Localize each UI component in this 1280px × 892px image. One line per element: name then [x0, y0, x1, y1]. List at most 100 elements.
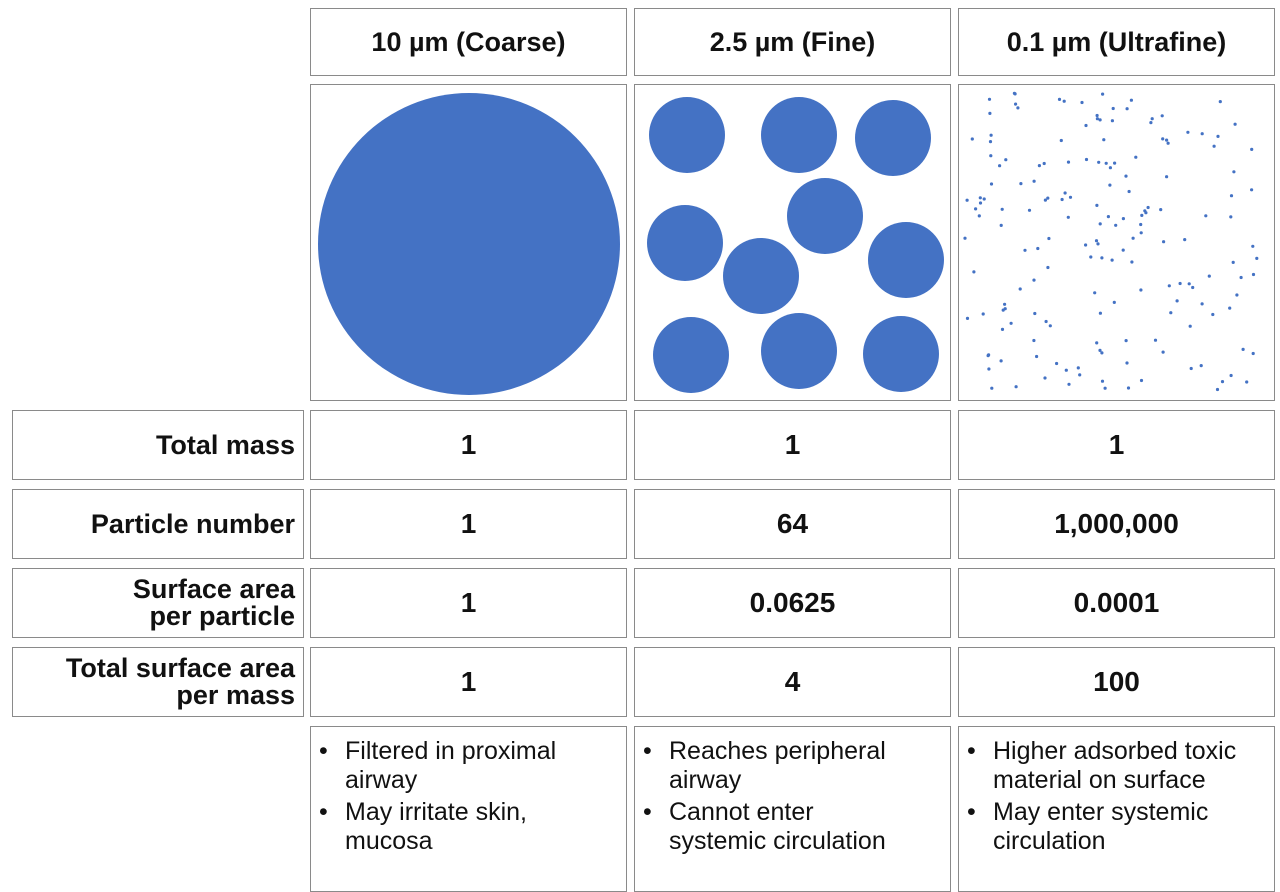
ultrafine-particle	[1188, 324, 1192, 328]
ultrafine-particle	[1220, 380, 1225, 384]
ultrafine-particle	[1187, 282, 1191, 286]
ultrafine-particle	[1106, 215, 1110, 219]
ultrafine-particle	[1055, 361, 1059, 366]
ultrafine-particle	[989, 133, 993, 137]
ultrafine-particle	[1161, 350, 1165, 354]
ultrafine-particle	[1113, 161, 1117, 165]
ultrafine-particle	[977, 214, 981, 218]
ultrafine-particle	[1000, 207, 1004, 211]
ultrafine-particle	[1216, 134, 1220, 138]
ultrafine-particle	[989, 182, 994, 186]
ultrafine-particle	[1064, 368, 1068, 372]
total-surface-area-fine: 4	[634, 647, 951, 717]
ultrafine-particle	[1153, 338, 1158, 342]
note-item: May irritate skin,mucosa	[317, 798, 618, 856]
ultrafine-particle	[1241, 347, 1245, 351]
ultrafine-particle	[1251, 351, 1255, 356]
ultrafine-particle	[1139, 231, 1143, 235]
ultrafine-particle	[1067, 382, 1071, 386]
ultrafine-particle	[988, 140, 993, 144]
ultrafine-particle	[1228, 306, 1232, 310]
ultrafine-particle	[1032, 179, 1036, 183]
ultrafine-particle	[1066, 160, 1071, 164]
ultrafine-particle	[1096, 242, 1100, 246]
ultrafine-particle	[1057, 97, 1062, 101]
ultrafine-particle	[1004, 158, 1008, 162]
fine-particle	[855, 100, 931, 176]
ultrafine-particle	[1191, 285, 1195, 290]
ultrafine-particle	[1199, 364, 1203, 368]
ultrafine-particle	[1183, 238, 1187, 242]
total-mass-coarse: 1	[310, 410, 627, 480]
ultrafine-particle	[1097, 160, 1101, 164]
ultrafine-particle	[1218, 100, 1222, 104]
ultrafine-particle	[1121, 248, 1125, 252]
ultrafine-particle	[1169, 311, 1173, 315]
ultrafine-particle	[1200, 132, 1204, 136]
fine-particle	[761, 313, 837, 389]
ultrafine-particle	[1080, 100, 1084, 105]
ultrafine-particle	[1178, 281, 1182, 286]
ultrafine-particle	[978, 201, 983, 205]
ultrafine-particle	[1098, 348, 1102, 352]
surface-area-ultrafine: 0.0001	[958, 568, 1275, 638]
ultrafine-particle	[1047, 236, 1051, 241]
ultrafine-particle	[1131, 236, 1135, 240]
ultrafine-particle	[1114, 223, 1118, 227]
ultrafine-particle	[1000, 327, 1005, 331]
ultrafine-particle	[1166, 141, 1170, 145]
ultrafine-particle	[1032, 278, 1036, 282]
ultrafine-particle	[1255, 256, 1259, 260]
row-label-particle-number: Particle number	[12, 489, 304, 559]
row-label-total-mass: Total mass	[12, 410, 304, 480]
ultrafine-particle	[1111, 106, 1115, 111]
ultrafine-particle	[1084, 157, 1089, 162]
ultrafine-particle	[1108, 183, 1112, 187]
ultrafine-particle	[1023, 248, 1027, 252]
ultrafine-particle	[1044, 319, 1048, 324]
ultrafine-particle	[988, 111, 992, 115]
ultrafine-particle	[990, 386, 994, 390]
coarse-particle-panel	[310, 84, 627, 401]
ultrafine-particle	[1204, 214, 1208, 218]
ultrafine-particle	[1121, 217, 1125, 221]
ultrafine-particle	[1108, 166, 1112, 170]
ultrafine-particle	[1100, 379, 1105, 383]
ultrafine-particle	[1239, 275, 1243, 280]
ultrafine-particle	[1046, 196, 1050, 200]
ultrafine-particle	[1125, 361, 1129, 365]
ultrafine-particle	[1043, 198, 1047, 202]
fine-particle-illustration	[647, 97, 944, 393]
ultrafine-particle	[1084, 243, 1088, 247]
ultrafine-particle	[1140, 213, 1144, 217]
ultrafine-particle	[1027, 208, 1032, 212]
ultrafine-particle	[1235, 293, 1239, 297]
ultrafine-particle	[1165, 138, 1169, 142]
ultrafine-particle	[1124, 339, 1128, 343]
ultrafine-particle	[1162, 240, 1166, 244]
column-header-ultrafine: 0.1 µm (Ultrafine)	[958, 8, 1275, 76]
ultrafine-particle	[1161, 137, 1165, 141]
ultrafine-particle	[1098, 311, 1102, 315]
ultrafine-particle	[1089, 255, 1093, 259]
ultrafine-particle	[1066, 215, 1070, 219]
ultrafine-particle	[1093, 291, 1097, 295]
ultrafine-particle	[1098, 222, 1102, 226]
ultrafine-particle	[1095, 117, 1099, 121]
ultrafine-particle	[1143, 209, 1147, 213]
ultrafine-particle	[1186, 130, 1190, 134]
ultrafine-particle	[1014, 102, 1018, 106]
fine-particle-panel	[634, 84, 951, 401]
fine-particle	[647, 205, 723, 281]
ultrafine-particle	[1130, 260, 1134, 264]
fine-particle	[761, 97, 837, 173]
ultrafine-particle	[1200, 302, 1204, 306]
ultrafine-particle	[1098, 118, 1102, 122]
ultrafine-particle	[1059, 138, 1063, 143]
